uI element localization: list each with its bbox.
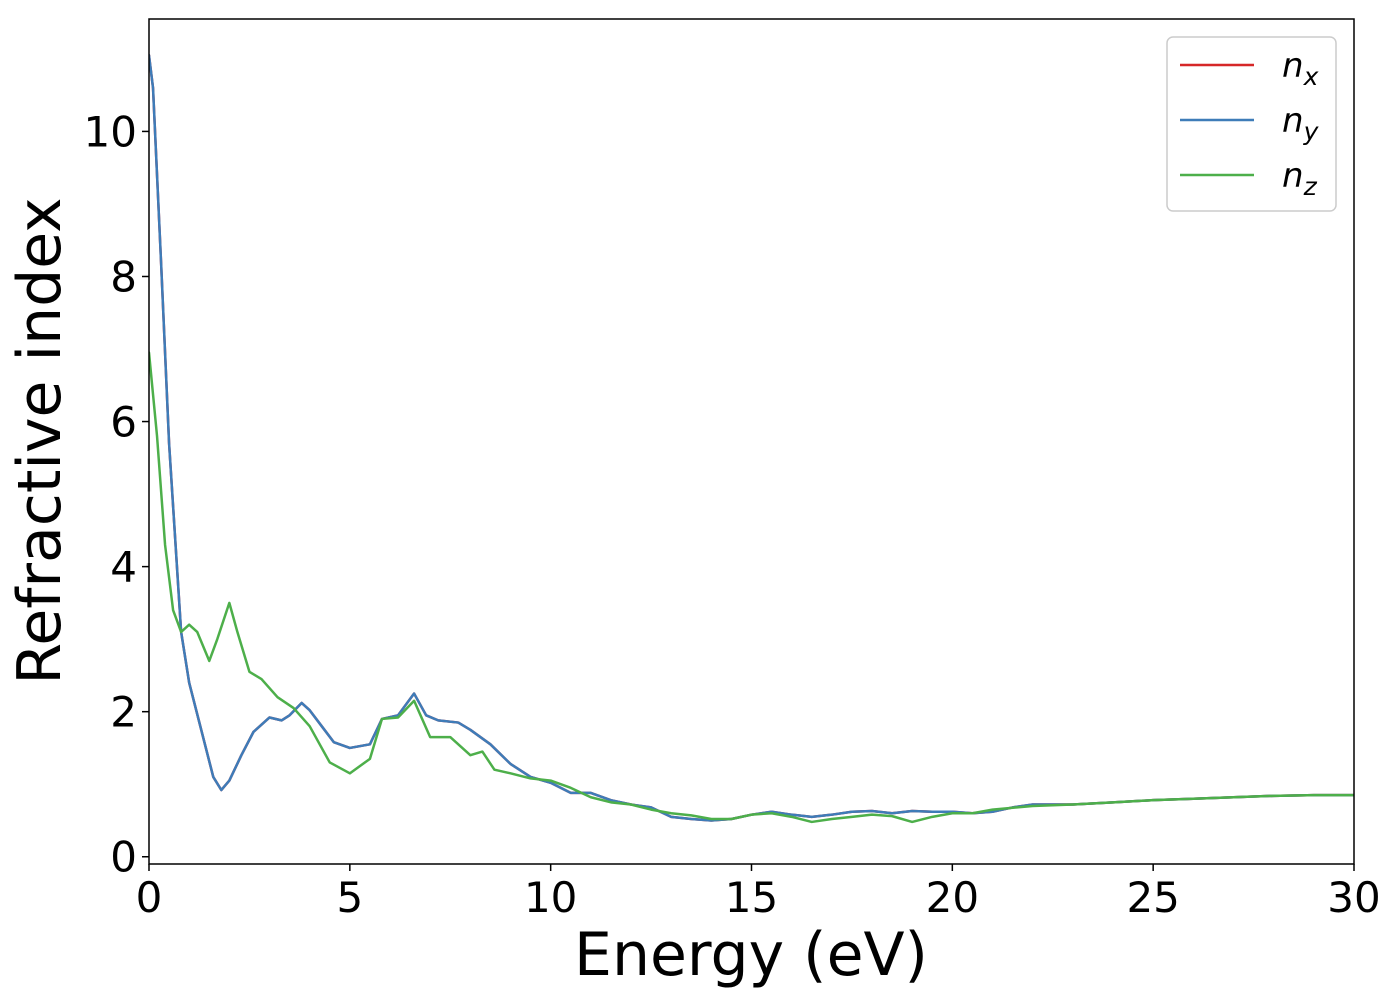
legend-label-ny: ny bbox=[1282, 101, 1320, 146]
legend-label-nz: nz bbox=[1282, 156, 1318, 201]
x-tick-label: 30 bbox=[1327, 873, 1380, 922]
x-tick-label: 0 bbox=[136, 873, 163, 922]
y-axis-ticks: 0 2 4 6 8 10 bbox=[84, 107, 149, 882]
y-axis-label: Refractive index bbox=[5, 197, 75, 684]
x-axis-label: Energy (eV) bbox=[574, 920, 928, 990]
x-tick-label: 5 bbox=[336, 873, 363, 922]
legend-label-base: n bbox=[1282, 46, 1304, 86]
y-tick-label: 6 bbox=[110, 398, 137, 447]
y-tick-label: 10 bbox=[84, 107, 137, 156]
x-axis-ticks: 0 5 10 15 20 25 30 bbox=[136, 864, 1381, 922]
series-layer bbox=[149, 54, 1354, 824]
x-tick-label: 25 bbox=[1126, 873, 1179, 922]
x-tick-label: 10 bbox=[524, 873, 577, 922]
y-tick-label: 4 bbox=[110, 543, 137, 592]
legend-frame bbox=[1166, 36, 1337, 212]
legend-label-subscript: z bbox=[1303, 172, 1318, 201]
legend-label-base: n bbox=[1282, 156, 1304, 196]
x-tick-label: 20 bbox=[926, 873, 979, 922]
y-tick-label: 0 bbox=[110, 833, 137, 882]
x-tick-label: 15 bbox=[725, 873, 778, 922]
legend-label-subscript: y bbox=[1303, 117, 1320, 146]
series-line-nz bbox=[149, 351, 1354, 824]
legend-label-nx: nx bbox=[1282, 46, 1319, 91]
y-tick-label: 2 bbox=[110, 688, 137, 737]
y-tick-label: 8 bbox=[110, 252, 137, 301]
legend-label-subscript: x bbox=[1303, 62, 1319, 91]
legend-label-base: n bbox=[1282, 101, 1304, 141]
